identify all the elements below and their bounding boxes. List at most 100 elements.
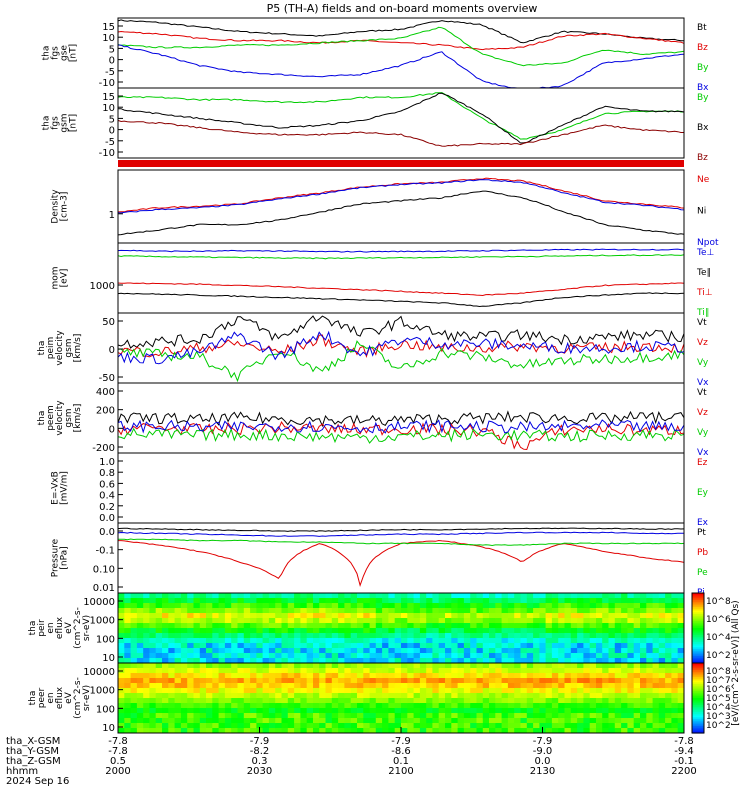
spectrogram-cell xyxy=(665,593,672,599)
spectrogram-cell xyxy=(306,598,314,604)
colorbar-segment xyxy=(692,624,704,627)
spectrogram-cell xyxy=(136,648,144,654)
y-tick-label: 0 xyxy=(109,126,115,137)
spectrogram-cell xyxy=(350,653,358,659)
spectrogram-cell xyxy=(652,728,660,734)
spectrogram-cell xyxy=(419,723,427,729)
spectrogram-cell xyxy=(388,678,396,684)
spectrogram-cell xyxy=(602,598,609,604)
spectrogram-cell xyxy=(514,663,521,669)
colorbar-segment xyxy=(692,612,704,615)
spectrogram-cell xyxy=(344,673,352,679)
spectrogram-cell xyxy=(193,623,201,629)
spectrogram-cell xyxy=(268,713,276,719)
spectrogram-cell xyxy=(350,708,358,714)
spectrogram-cell xyxy=(608,673,616,679)
spectrogram-cell xyxy=(394,718,402,724)
colorbar-segment xyxy=(692,645,704,648)
spectrogram-cell xyxy=(646,698,654,704)
spectrogram-cell xyxy=(187,628,194,634)
series-line-Pe xyxy=(118,538,685,547)
spectrogram-cell xyxy=(671,658,679,664)
spectrogram-cell xyxy=(476,663,484,669)
spectrogram-cell xyxy=(136,628,144,634)
y-tick-label: 0.0 xyxy=(99,527,115,538)
spectrogram-cell xyxy=(426,663,433,669)
spectrogram-cell xyxy=(325,658,333,664)
spectrogram-cell xyxy=(445,633,452,639)
y-label-line: E=-VxB xyxy=(51,471,61,505)
spectrogram-cell xyxy=(237,708,245,714)
spectrogram-cell xyxy=(294,663,301,669)
spectrogram-cell xyxy=(432,683,440,689)
spectrogram-cell xyxy=(589,608,597,614)
spectrogram-cell xyxy=(275,598,282,604)
spectrogram-cell xyxy=(388,663,396,669)
spectrogram-cell xyxy=(268,723,276,729)
spectrogram-cell xyxy=(432,608,440,614)
spectrogram-cell xyxy=(338,643,345,649)
spectrogram-cell xyxy=(294,643,301,649)
spectrogram-cell xyxy=(287,633,295,639)
series-line-Vx xyxy=(117,330,685,365)
spectrogram-cell xyxy=(564,623,572,629)
spectrogram-cell xyxy=(520,703,528,709)
spectrogram-cell xyxy=(143,708,150,714)
y-axis-label: tha peim velocity gsm [km/s] xyxy=(37,330,83,366)
spectrogram-cell xyxy=(463,728,471,734)
spectrogram-cell xyxy=(564,663,572,669)
spectrogram-cell xyxy=(350,673,358,679)
spectrogram-cell xyxy=(344,708,352,714)
spectrogram-cell xyxy=(313,678,320,684)
spectrogram-cell xyxy=(218,598,226,604)
spectrogram-cell xyxy=(187,658,194,664)
spectrogram-cell xyxy=(124,723,132,729)
spectrogram-cell xyxy=(614,668,622,674)
spectrogram-cell xyxy=(357,728,364,734)
spectrogram-cell xyxy=(237,608,245,614)
series-line-Te∥ xyxy=(117,292,685,308)
spectrogram-cell xyxy=(199,718,207,724)
spectrogram-cell xyxy=(199,673,207,679)
spectrogram-cell xyxy=(281,673,289,679)
spectrogram-cell xyxy=(602,693,609,699)
spectrogram-cell xyxy=(476,643,484,649)
spectrogram-cell xyxy=(413,703,421,709)
spectrogram-cell xyxy=(401,653,408,659)
spectrogram-cell xyxy=(658,638,666,644)
spectrogram-cell xyxy=(250,598,257,604)
spectrogram-cell xyxy=(432,618,440,624)
spectrogram-cell xyxy=(507,618,515,624)
spectrogram-cell xyxy=(476,623,484,629)
spectrogram-cell xyxy=(275,628,282,634)
spectrogram-cell xyxy=(344,628,352,634)
spectrogram-cell xyxy=(338,678,345,684)
spectrogram-cell xyxy=(218,713,226,719)
spectrogram-cell xyxy=(401,703,408,709)
spectrogram-cell xyxy=(438,703,446,709)
spectrogram-cell xyxy=(551,728,559,734)
spectrogram-cell xyxy=(243,653,251,659)
spectrogram-cell xyxy=(495,648,503,654)
spectrogram-cell xyxy=(313,648,320,654)
spectrogram-cell xyxy=(250,703,257,709)
spectrogram-cell xyxy=(363,628,371,634)
spectrogram-cell xyxy=(130,723,138,729)
spectrogram-cell xyxy=(658,703,666,709)
y-label-line: [nT] xyxy=(69,114,79,132)
spectrogram-cell xyxy=(501,673,509,679)
spectrogram-cell xyxy=(677,723,685,729)
series-line-By xyxy=(117,92,684,140)
spectrogram-cell xyxy=(501,613,509,619)
spectrogram-cell xyxy=(237,723,245,729)
spectrogram-cell xyxy=(514,683,521,689)
spectrogram-cell xyxy=(463,623,471,629)
spectrogram-cell xyxy=(313,708,320,714)
spectrogram-cell xyxy=(583,628,591,634)
spectrogram-cell xyxy=(489,593,496,599)
spectrogram-cell xyxy=(237,643,245,649)
spectrogram-cell xyxy=(231,713,238,719)
spectrogram-cell xyxy=(413,688,421,694)
